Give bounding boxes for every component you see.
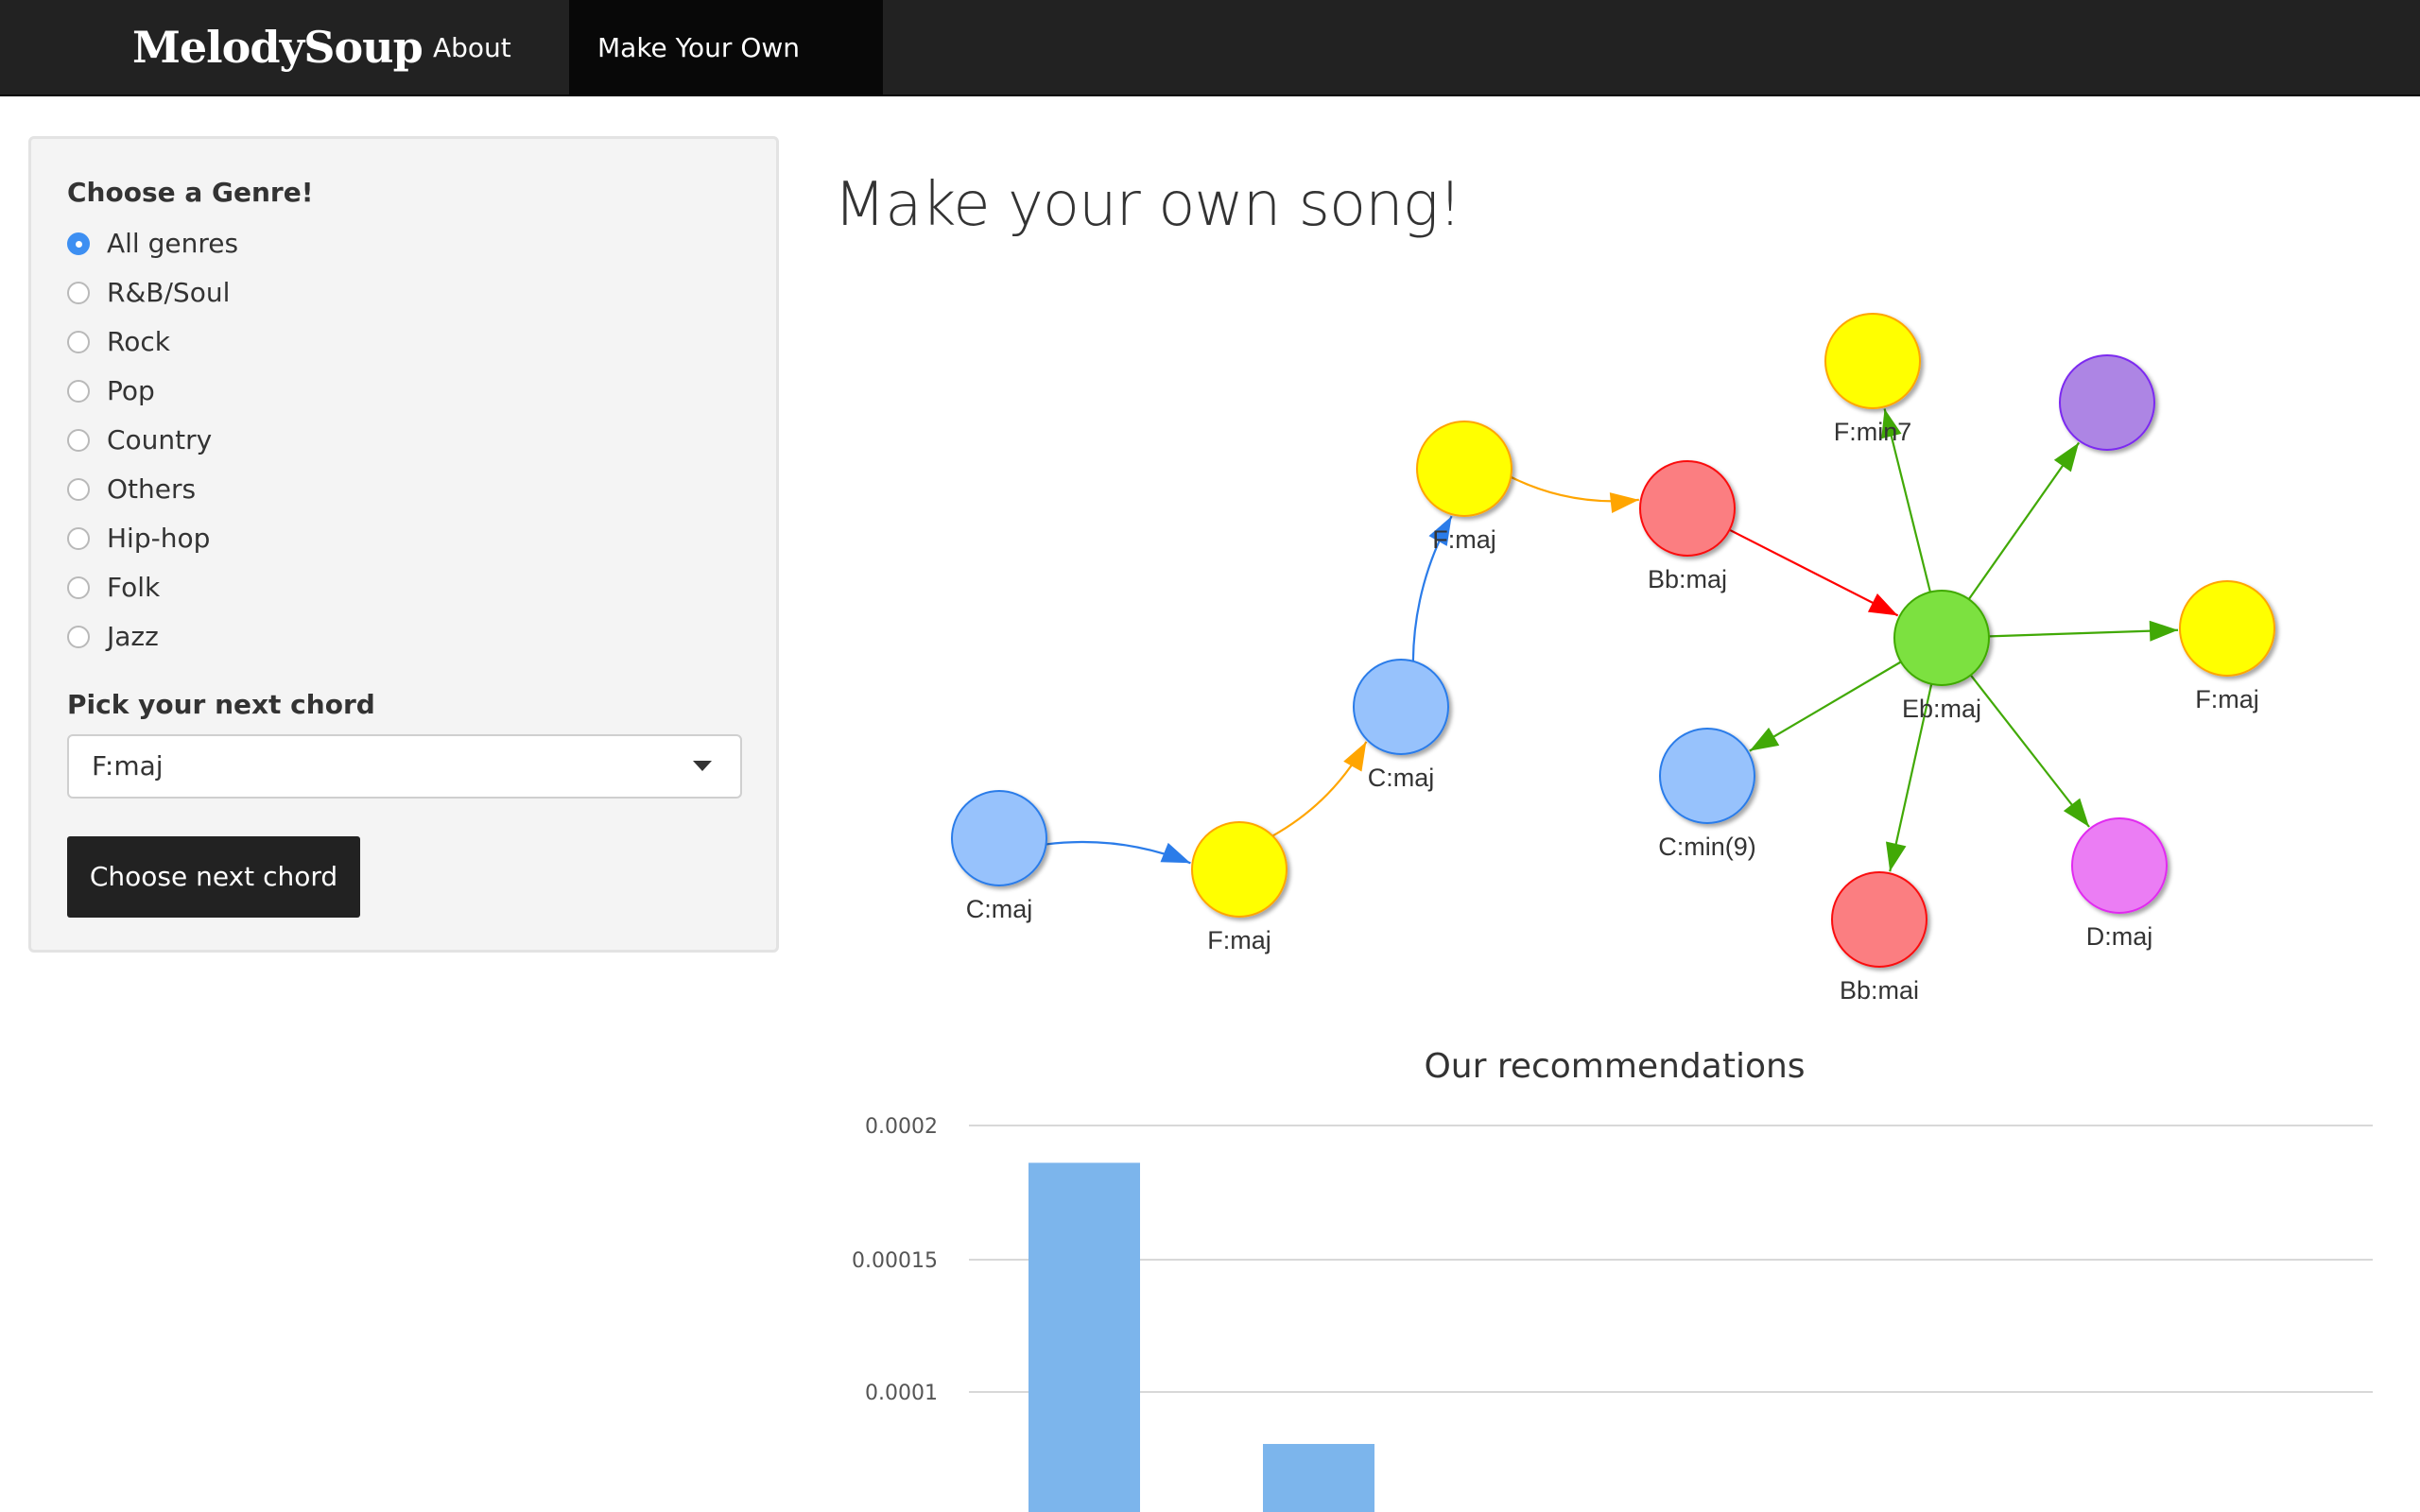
- radio-label: All genres: [107, 228, 239, 259]
- edge-arrowhead: [2063, 798, 2090, 827]
- edge-arrowhead: [1609, 492, 1639, 514]
- radio-label: Country: [107, 424, 213, 455]
- chord-node-label: C:maj: [1368, 764, 1435, 792]
- y-tick-label: 0.0001: [865, 1382, 938, 1405]
- chord-node-label: F:maj: [1207, 926, 1271, 954]
- radio-button[interactable]: [67, 478, 90, 501]
- chord-node[interactable]: Bb:maj: [1639, 460, 1736, 593]
- edge-arrowhead: [1343, 741, 1367, 772]
- chart-title: Our recommendations: [1424, 1047, 1806, 1086]
- radio-label: Jazz: [107, 621, 159, 652]
- caret-down-icon: [693, 761, 712, 771]
- chord-node[interactable]: F:min7: [1824, 313, 1921, 446]
- radio-button[interactable]: [67, 527, 90, 550]
- y-tick-label: 0.00015: [852, 1249, 938, 1273]
- chord-node-label: F:maj: [2195, 685, 2259, 713]
- chord-node[interactable]: D:maj: [2071, 817, 2168, 951]
- page-title: Make your own song!: [834, 170, 1462, 240]
- navbar: MelodySoup About Us Make Your Own Song!: [0, 0, 2420, 160]
- graph-edge: [1988, 628, 2179, 638]
- chord-node-label: Bb:mai: [1840, 976, 1919, 1005]
- chord-select[interactable]: F:maj: [67, 734, 742, 799]
- chord-node[interactable]: F:maj: [1191, 821, 1288, 954]
- nav-make-your-own-song[interactable]: Make Your Own Song!: [569, 0, 883, 160]
- edge-arrowhead: [1881, 408, 1902, 439]
- chart-bar[interactable]: [1028, 1162, 1140, 1512]
- chord-node[interactable]: C:min(9): [1658, 728, 1756, 861]
- radio-label: Rock: [107, 326, 170, 357]
- radio-label: R&B/Soul: [107, 277, 231, 308]
- chord-node-label: C:min(9): [1658, 833, 1756, 861]
- chord-node-label: F:maj: [1432, 525, 1496, 554]
- radio-label: Others: [107, 473, 197, 505]
- radio-button[interactable]: [67, 429, 90, 452]
- chord-node-label: D:maj: [2086, 922, 2153, 951]
- choose-next-chord-button[interactable]: Choose next chord: [67, 836, 360, 918]
- edge-arrowhead: [1867, 593, 1898, 616]
- radio-label: Pop: [107, 375, 155, 406]
- edge-arrowhead: [1428, 516, 1452, 546]
- radio-label: Folk: [107, 572, 161, 603]
- radio-label: Hip-hop: [107, 523, 211, 554]
- edge-arrowhead: [1160, 842, 1191, 864]
- chord-node-label: Eb:maj: [1902, 695, 1981, 723]
- edge-arrowhead: [1749, 727, 1780, 751]
- radio-button[interactable]: [67, 380, 90, 403]
- brand-logo[interactable]: MelodySoup: [132, 22, 424, 73]
- radio-button[interactable]: [67, 576, 90, 599]
- edge-arrowhead: [2149, 620, 2179, 642]
- chord-node-label: F:min7: [1834, 418, 1912, 446]
- chart-bar[interactable]: [1263, 1443, 1374, 1512]
- chord-node[interactable]: [2059, 354, 2155, 451]
- edge-arrowhead: [1885, 841, 1907, 872]
- radio-button[interactable]: [67, 232, 90, 255]
- chord-node[interactable]: C:maj: [1353, 659, 1449, 792]
- genre-label: Choose a Genre!: [67, 177, 314, 208]
- chord-node[interactable]: Eb:maj: [1893, 590, 1990, 723]
- graph-edge: [1967, 441, 2080, 600]
- chord-select-value: F:maj: [92, 750, 164, 782]
- radio-button[interactable]: [67, 626, 90, 648]
- recommendations-chart: 0.0002 0.00015 0.0001: [852, 1115, 2373, 1512]
- graph-edge: [1969, 674, 2090, 828]
- chord-node-label: Bb:maj: [1648, 565, 1727, 593]
- chord-node-label: C:maj: [966, 895, 1033, 923]
- chord-node[interactable]: F:maj: [2179, 580, 2275, 713]
- y-tick-label: 0.0002: [865, 1115, 938, 1139]
- edge-arrowhead: [2053, 442, 2080, 472]
- radio-button[interactable]: [67, 282, 90, 304]
- chord-node[interactable]: C:maj: [951, 790, 1047, 923]
- chord-node[interactable]: F:maj: [1416, 421, 1512, 554]
- sidebar-panel: Choose a Genre! All genres R&B/Soul Rock…: [28, 136, 779, 953]
- chord-node[interactable]: Bb:mai: [1831, 871, 1927, 1005]
- chord-label: Pick your next chord: [67, 689, 375, 720]
- radio-button[interactable]: [67, 331, 90, 353]
